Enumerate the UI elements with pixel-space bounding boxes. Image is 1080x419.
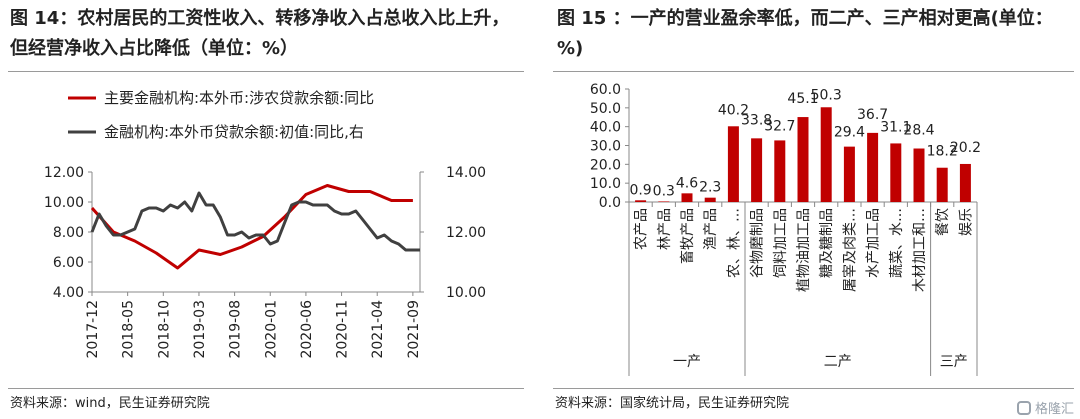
y-tick-label: 4.00 (53, 285, 84, 301)
x-tick-label: 2019-03 (192, 300, 208, 359)
y-tick-label: 0.0 (599, 195, 621, 211)
figure-14-panel: 图 14：农村居民的工资性收入、转移净收入占总收入比上升，但经营净收入占比降低（… (0, 0, 530, 419)
bar (727, 126, 739, 202)
bar-value-label: 18.2 (927, 144, 958, 160)
legend-label: 主要金融机构:本外币:涉农贷款余额:同比 (104, 89, 374, 107)
bar (959, 163, 971, 202)
category-label: 糖及糖制品 (819, 208, 835, 278)
bar (681, 193, 693, 202)
figure-15-panel: 图 15 ：一产的营业盈余率低，而二产、三产相对更高(单位：%) 0.0 10.0… (545, 0, 1080, 419)
category-label: 植物油加工品 (796, 208, 812, 292)
bar (751, 138, 763, 202)
bar-value-label: 29.4 (834, 125, 865, 141)
watermark: 格隆汇 (1016, 398, 1074, 417)
bar (936, 167, 948, 202)
series-line-0 (90, 184, 413, 270)
y-tick-label: 6.00 (53, 255, 84, 271)
bar-value-label: 31.1 (880, 119, 911, 135)
bar (658, 201, 670, 202)
y-tick-label: 10.0 (590, 176, 621, 192)
bar (843, 146, 855, 202)
x-tick-label: 2021-04 (370, 300, 386, 359)
category-label: 谷物磨制品 (750, 208, 766, 278)
y2-tick-label: 14.00 (446, 165, 486, 181)
watermark-text: 格隆汇 (1034, 402, 1074, 417)
y-tick-label: 40.0 (590, 120, 621, 136)
x-tick-label: 2017-12 (85, 300, 101, 359)
group-label: 三产 (940, 354, 968, 370)
y-tick-label: 60.0 (590, 82, 621, 98)
group-label: 二产 (824, 354, 852, 370)
category-label: 林产品 (657, 208, 673, 250)
y-tick-label: 8.00 (53, 225, 84, 241)
figure-14-title: 图 14：农村居民的工资性收入、转移净收入占总收入比上升，但经营净收入占比降低（… (10, 8, 510, 59)
category-label: 农、林、… (726, 208, 742, 278)
group-label: 一产 (673, 354, 701, 370)
figure-15-source: 资料来源：国家统计局，民生证券研究院 (555, 396, 790, 411)
bar (820, 107, 832, 202)
bar-value-label: 4.6 (676, 175, 698, 191)
title-rule (553, 71, 1074, 72)
figure-14-source: 资料来源：wind，民生证券研究院 (10, 396, 210, 411)
category-label: 娱乐 (958, 208, 974, 236)
bar-value-label: 20.2 (950, 140, 981, 156)
series-line-1 (90, 191, 420, 252)
line-chart: 主要金融机构:本外币:涉农贷款余额:同比金融机构:本外币贷款余额:初值:同比,右… (44, 89, 486, 359)
category-label: 畜牧产品 (680, 208, 696, 264)
bar-value-label: 50.3 (811, 87, 842, 103)
y-tick-label: 20.0 (590, 157, 621, 173)
source-rule (8, 388, 524, 389)
legend-label: 金融机构:本外币贷款余额:初值:同比,右 (104, 123, 364, 141)
category-label: 蔬菜、水… (889, 208, 905, 278)
x-tick-label: 2018-10 (156, 300, 172, 359)
bar (635, 200, 647, 202)
category-label: 屠宰及肉类… (842, 208, 858, 292)
x-tick-label: 2020-01 (263, 300, 279, 359)
bar-value-label: 0.3 (653, 183, 675, 199)
bar-value-label: 45.1 (787, 91, 818, 107)
y-tick-label: 12.00 (44, 165, 84, 181)
category-label: 餐饮 (935, 208, 951, 236)
y2-tick-label: 10.00 (446, 285, 486, 301)
bar-value-label: 2.3 (699, 180, 721, 196)
y-tick-label: 10.00 (44, 195, 84, 211)
bar (797, 117, 809, 202)
x-tick-label: 2020-11 (335, 300, 351, 359)
category-label: 饲料加工品 (773, 208, 789, 278)
bar (774, 140, 786, 202)
bar-value-label: 28.4 (903, 123, 934, 139)
category-label: 渔产品 (703, 208, 719, 250)
source-rule (553, 388, 1074, 389)
bar (867, 132, 879, 202)
bar-value-label: 32.7 (764, 118, 795, 134)
figure-15-title: 图 15 ：一产的营业盈余率低，而二产、三产相对更高(单位：%) (557, 8, 1053, 59)
title-rule (8, 71, 524, 72)
category-label: 木材加工和… (912, 208, 928, 292)
category-label: 农产品 (634, 208, 650, 250)
bar (890, 143, 902, 202)
x-tick-label: 2019-08 (228, 300, 244, 359)
y-tick-label: 30.0 (590, 139, 621, 155)
bar (913, 148, 925, 202)
bar-value-label: 40.2 (718, 102, 749, 118)
x-tick-label: 2020-06 (299, 300, 315, 359)
bar-value-label: 0.9 (629, 182, 651, 198)
x-tick-label: 2021-09 (406, 300, 422, 359)
category-label: 水产加工品 (866, 208, 882, 278)
y2-tick-label: 12.00 (446, 225, 486, 241)
y-tick-label: 50.0 (590, 101, 621, 117)
bar-value-label: 33.8 (741, 112, 772, 128)
bar-value-label: 36.7 (857, 107, 888, 123)
watermark-logo-icon (1016, 400, 1031, 415)
bar (704, 197, 716, 202)
x-tick-label: 2018-05 (121, 300, 137, 359)
